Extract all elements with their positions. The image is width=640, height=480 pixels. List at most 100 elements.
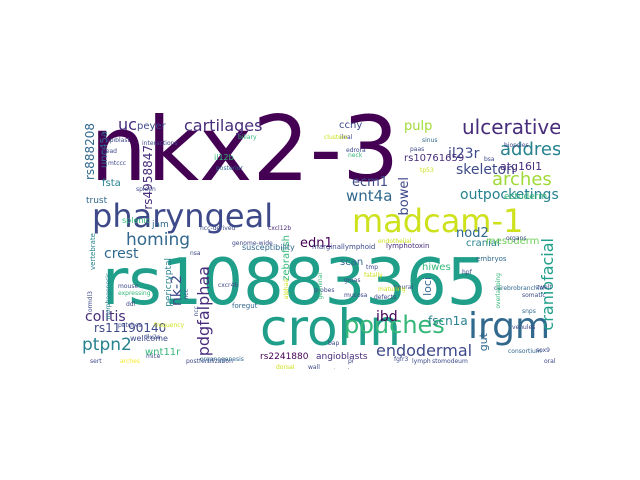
cloud-word: rs4958847: [141, 145, 155, 210]
cloud-word: posterior: [216, 165, 243, 172]
cloud-word: endodermal: [376, 341, 473, 360]
cloud-word: stomodeum: [432, 358, 468, 365]
cloud-word: fatally: [364, 272, 383, 279]
cloud-word: atg16l1: [500, 160, 543, 173]
cloud-word: expressing: [118, 290, 151, 297]
cloud-word: colitis: [85, 309, 126, 325]
cloud-word: crest: [104, 246, 139, 262]
cloud-word: bap: [328, 340, 340, 347]
cloud-word: marginallymphoid: [312, 243, 376, 251]
cloud-word: clusters: [324, 134, 348, 141]
cloud-word: ecm1: [352, 175, 389, 190]
cloud-word: biliary: [238, 134, 257, 141]
cloud-word: angioblasts: [316, 352, 368, 362]
cloud-word: ncc: [183, 289, 190, 300]
cloud-word: addressin: [500, 139, 560, 160]
cloud-word: nkx2-3: [90, 113, 400, 202]
cloud-word: tp53: [420, 167, 434, 174]
cloud-word: ddl: [126, 301, 136, 308]
cloud-word: overlapping: [495, 273, 502, 309]
cloud-word: wnt11r: [145, 347, 181, 358]
cloud-word: edn1: [300, 236, 333, 251]
cloud-word: skeleton: [456, 162, 515, 178]
cloud-word: irgm: [468, 306, 551, 347]
cloud-word: morphogenesis: [105, 273, 112, 320]
cloud-word: wall: [308, 364, 320, 370]
cloud-word: loci: [421, 277, 434, 296]
cloud-word: pulp: [404, 119, 433, 134]
cloud-word: somatic: [522, 292, 546, 299]
cloud-word: homing: [126, 230, 191, 250]
cloud-word: pr: [348, 358, 355, 365]
cloud-word: ncc: [193, 306, 200, 317]
cloud-word: fscn1a: [428, 314, 468, 328]
cloud-word: biopsies: [504, 142, 529, 149]
cloud-word: outpocketings: [460, 187, 559, 203]
cloud-word: scan: [340, 257, 364, 268]
cloud-word: maturing: [378, 286, 406, 293]
cloud-word: pouches: [344, 311, 445, 339]
cloud-word: lymphotoxin: [386, 242, 430, 250]
cloud-word: arches: [492, 169, 552, 190]
cloud-word: il23r: [448, 146, 480, 162]
cloud-word: spleen: [136, 186, 156, 193]
cloud-word: foregut: [232, 302, 258, 310]
cloud-word: cranial: [466, 238, 500, 249]
cloud-word: ibd: [376, 309, 398, 325]
cloud-word: rs888208: [83, 123, 97, 180]
cloud-word: peyer: [137, 121, 166, 132]
cloud-word: mesoderm: [486, 236, 540, 247]
cloud-word: il12b: [214, 153, 234, 162]
cloud-word: nsa: [190, 250, 201, 257]
cloud-word: ileal: [340, 134, 353, 141]
cloud-word: ptpn2: [82, 335, 132, 355]
cloud-word: cartilages: [184, 116, 263, 135]
cloud-word: sert: [90, 358, 102, 365]
cloud-word: bsa: [484, 156, 495, 163]
cloud-word: fsta: [102, 178, 121, 189]
cloud-word: uc: [118, 115, 137, 134]
cloud-word: genome-wide: [232, 240, 273, 247]
cloud-word: germinal: [317, 273, 324, 300]
cloud-word: bowel: [397, 177, 412, 216]
cloud-word: mucosa: [344, 292, 368, 299]
cloud-word: oral: [544, 358, 556, 365]
cloud-word: fgfr3: [394, 356, 409, 363]
cloud-word: cxcl12b: [268, 225, 292, 232]
cloud-word: rs11190140: [94, 321, 167, 335]
cloud-word: edrora: [346, 147, 366, 154]
cloud-word: wnt4a: [346, 187, 393, 205]
cloud-word: vertebrate: [89, 233, 97, 271]
cloud-word: frequency: [154, 322, 185, 329]
cloud-word: snps: [522, 308, 536, 315]
cloud-word: ulcerative: [462, 115, 560, 139]
cloud-word: ectoderm: [504, 192, 548, 202]
cloud-word: consortium: [508, 348, 542, 355]
cloud-word: paas: [410, 146, 425, 153]
cloud-word: dorsal: [276, 364, 295, 370]
cloud-word: dlx2a: [144, 334, 161, 341]
cloud-word: venules: [512, 324, 536, 331]
cloud-word: head: [102, 148, 117, 155]
cloud-word: pharyngeal: [92, 197, 274, 235]
cloud-word: ormdl3: [87, 291, 94, 313]
cloud-word: epiblast: [106, 137, 130, 144]
cloud-word: rs10883365: [102, 246, 488, 320]
cloud-word: sinus: [422, 137, 438, 144]
cloud-word: jam: [152, 220, 169, 230]
cloud-word: mouse: [118, 283, 139, 290]
cloud-word: madcam-1: [352, 202, 524, 240]
cloud-word: susceptibility: [242, 243, 295, 252]
cloud-word: arches: [120, 358, 140, 365]
cloud-word: lymph: [412, 358, 431, 365]
cloud-word: nod2: [456, 226, 489, 241]
cloud-word: postfertilization: [186, 358, 233, 365]
cloud-word: neural: [394, 284, 414, 291]
cloud-word: neck: [348, 152, 363, 159]
cloud-word: rs2241880: [260, 352, 309, 362]
cloud-word: cxcr4b: [218, 282, 239, 289]
cloud-word: wellcome: [130, 334, 168, 343]
cloud-word: splenic: [122, 216, 151, 225]
cloud-word: patches: [118, 322, 142, 329]
